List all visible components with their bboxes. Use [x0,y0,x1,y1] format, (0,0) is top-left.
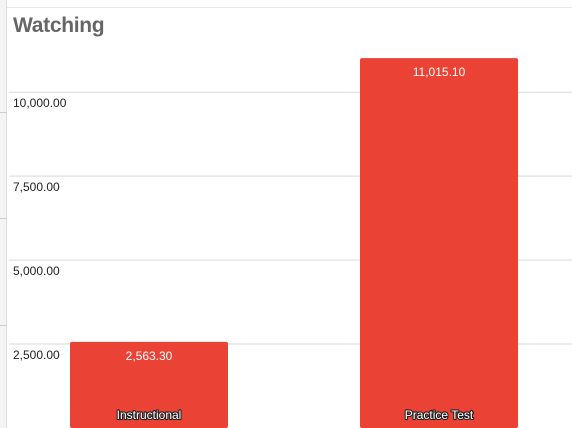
data-label: 11,015.10 [413,65,466,79]
chart-title: Watching [13,14,105,37]
y-tick-label: 5,000.00 [13,264,60,278]
panel-edge-tick [0,112,7,113]
bar [360,58,518,428]
x-tick-label: Practice Test [405,408,474,422]
bar [70,341,228,428]
panel-edge-tick [0,325,7,326]
top-divider [0,7,572,8]
y-tick-label: 10,000.00 [13,96,67,110]
x-tick-label: Instructional [117,408,182,422]
panel-left-border [0,0,7,428]
panel-edge-tick [0,218,7,219]
y-tick-label: 7,500.00 [13,180,60,194]
data-label: 2,563.30 [126,349,173,363]
y-tick-label: 2,500.00 [13,348,60,362]
